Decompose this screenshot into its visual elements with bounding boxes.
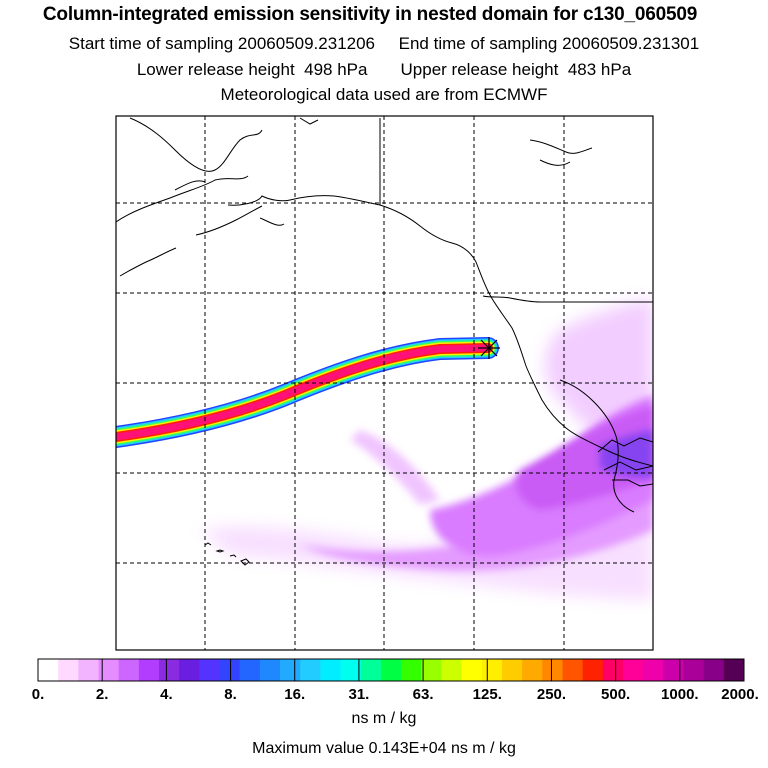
- colorbar-swatch: [663, 659, 684, 681]
- colorbar-swatch: [118, 659, 140, 681]
- islands: [204, 542, 250, 566]
- colorbar-swatch: [300, 659, 321, 681]
- release-trajectory: [116, 337, 499, 448]
- colorbar-swatch: [501, 659, 523, 681]
- upper-height-value: 483 hPa: [567, 60, 632, 79]
- colorbar-swatch: [542, 659, 563, 681]
- colorbar-units: ns m / kg: [351, 710, 417, 727]
- colorbar-swatch: [219, 659, 241, 681]
- maximum-value-number: 0.143E+04 ns m / kg: [368, 740, 516, 757]
- colorbar-swatch: [723, 659, 745, 681]
- met-data-note: Meteorological data used are from ECMWF: [220, 85, 548, 104]
- lat-lon-grid: [116, 116, 653, 650]
- colorbar-tick-label: 250.: [536, 686, 567, 703]
- colorbar-swatch: [703, 659, 725, 681]
- release-location-marker: [478, 337, 500, 359]
- colorbar-swatch: [441, 659, 463, 681]
- colorbar-swatch: [683, 659, 705, 681]
- colorbar-tick-label: 0.: [31, 686, 45, 703]
- upper-height-label: Upper release height: [400, 60, 559, 79]
- colorbar-frame: [37, 658, 745, 682]
- end-time-value: 20060509.231301: [562, 34, 700, 53]
- lower-height-label: Lower release height: [136, 60, 295, 79]
- figure-title: Column-integrated emission sensitivity i…: [42, 4, 698, 25]
- colorbar-swatch: [239, 659, 261, 681]
- colorbar-swatch: [179, 659, 200, 681]
- sampling-time-row: Start time of sampling 20060509.231206 E…: [0, 34, 768, 54]
- colorbar-swatch: [259, 659, 281, 681]
- release-height-row: Lower release height 498 hPa Upper relea…: [0, 60, 768, 80]
- end-time-label: End time of sampling: [398, 34, 558, 53]
- colorbar-swatch: [340, 659, 362, 681]
- colorbar-swatch: [481, 659, 503, 681]
- lower-height-value: 498 hPa: [304, 60, 368, 79]
- colorbar-swatch: [602, 659, 624, 681]
- maximum-value-label: Maximum value: [252, 740, 365, 757]
- colorbar-tick-label: 8.: [224, 686, 237, 703]
- colorbar-tick-label: 16.: [284, 686, 306, 703]
- map-frame: [115, 115, 654, 651]
- start-time-label: Start time of sampling: [68, 34, 234, 53]
- colorbar-swatch: [421, 659, 442, 681]
- colorbar-swatch: [38, 659, 59, 681]
- colorbar-swatch: [159, 659, 180, 681]
- colorbar-swatch: [78, 659, 100, 681]
- colorbar-swatch: [360, 659, 382, 681]
- colorbar-tick-label: 2000.: [721, 686, 759, 703]
- colorbar-swatch: [582, 659, 604, 681]
- colorbar-swatch: [138, 659, 160, 681]
- colorbar-swatch: [199, 659, 221, 681]
- colorbar-tick-label: 2.: [95, 686, 109, 703]
- colorbar-tick-label: 125.: [472, 686, 502, 703]
- colorbar-swatch: [522, 659, 543, 681]
- coastlines: [116, 117, 653, 513]
- colorbar-swatch: [401, 659, 422, 681]
- colorbar-swatch: [622, 659, 644, 681]
- colorbar-swatch: [461, 659, 483, 681]
- colorbar-tick-label: 31.: [348, 686, 370, 703]
- colorbar-swatch: [280, 659, 301, 681]
- colorbar-swatch: [380, 659, 402, 681]
- colorbar-tick-label: 500.: [601, 686, 631, 703]
- colorbar-swatch: [98, 659, 120, 681]
- sensitivity-plume: [200, 300, 653, 600]
- colorbar-swatch: [562, 659, 584, 681]
- colorbar: [37, 658, 745, 682]
- colorbar-swatch: [643, 659, 664, 681]
- colorbar-swatch: [58, 659, 79, 681]
- colorbar-tick-label: 4.: [160, 686, 173, 703]
- start-time-value: 20060509.231206: [237, 34, 376, 53]
- colorbar-tick-label: 1000.: [661, 686, 699, 703]
- maximum-value: Maximum value 0.143E+04 ns m / kg: [0, 740, 768, 758]
- colorbar-tick-label: 63.: [412, 686, 434, 703]
- colorbar-swatch: [320, 659, 342, 681]
- map-field: [116, 116, 653, 650]
